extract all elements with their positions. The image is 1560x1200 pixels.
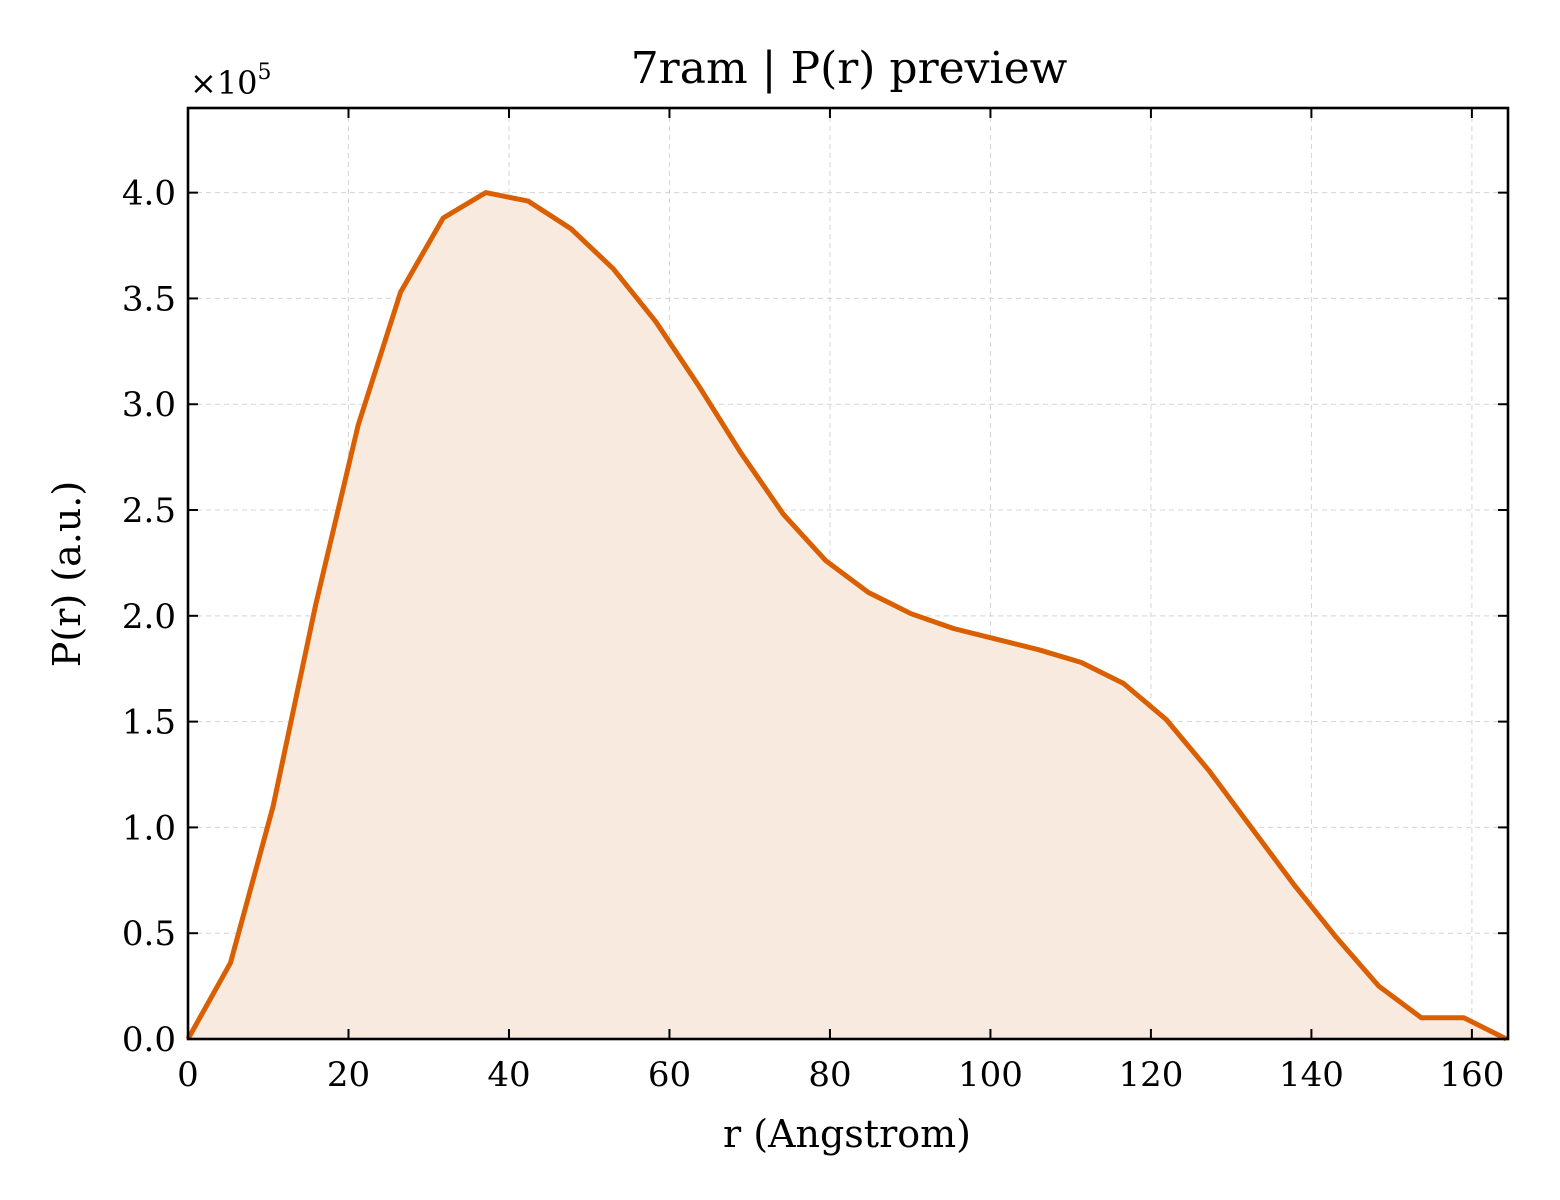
y-tick-label: 2.5 xyxy=(122,491,176,531)
x-tick-label: 100 xyxy=(958,1055,1023,1095)
x-tick-label: 40 xyxy=(487,1055,530,1095)
y-tick-label: 0.5 xyxy=(122,914,176,954)
x-tick-label: 160 xyxy=(1439,1055,1504,1095)
y-axis-label: P(r) (a.u.) xyxy=(45,481,89,667)
x-tick-label: 20 xyxy=(327,1055,370,1095)
y-offset-exponent: 5 xyxy=(258,60,272,85)
plot-frame xyxy=(186,106,1510,1041)
y-tick-label: 3.5 xyxy=(122,279,176,319)
y-axis-ticks: 0.0 0.5 1.0 1.5 2.0 2.5 3.0 3.5 4.0 xyxy=(122,174,1508,1060)
pr-series-line xyxy=(185,190,1508,1042)
y-tick-label: 0.0 xyxy=(122,1020,176,1060)
y-tick-label: 1.0 xyxy=(122,808,176,848)
y-offset-label: ×105 xyxy=(190,60,272,102)
y-offset-base: ×10 xyxy=(190,64,258,102)
x-tick-label: 80 xyxy=(808,1055,851,1095)
x-tick-label: 0 xyxy=(177,1055,199,1095)
y-tick-label: 1.5 xyxy=(122,703,176,743)
x-tick-label: 60 xyxy=(648,1055,691,1095)
y-tick-label: 2.0 xyxy=(122,597,176,637)
pr-area-fill xyxy=(188,192,1507,1040)
x-tick-label: 140 xyxy=(1279,1055,1344,1095)
y-tick-label: 4.0 xyxy=(122,174,176,214)
chart-title: 7ram | P(r) preview xyxy=(631,43,1068,94)
x-tick-label: 120 xyxy=(1118,1055,1183,1095)
x-axis-label: r (Angstrom) xyxy=(723,1112,971,1156)
y-tick-label: 3.0 xyxy=(122,385,176,425)
x-axis-ticks: 0 20 40 60 80 100 120 140 160 xyxy=(177,108,1504,1095)
